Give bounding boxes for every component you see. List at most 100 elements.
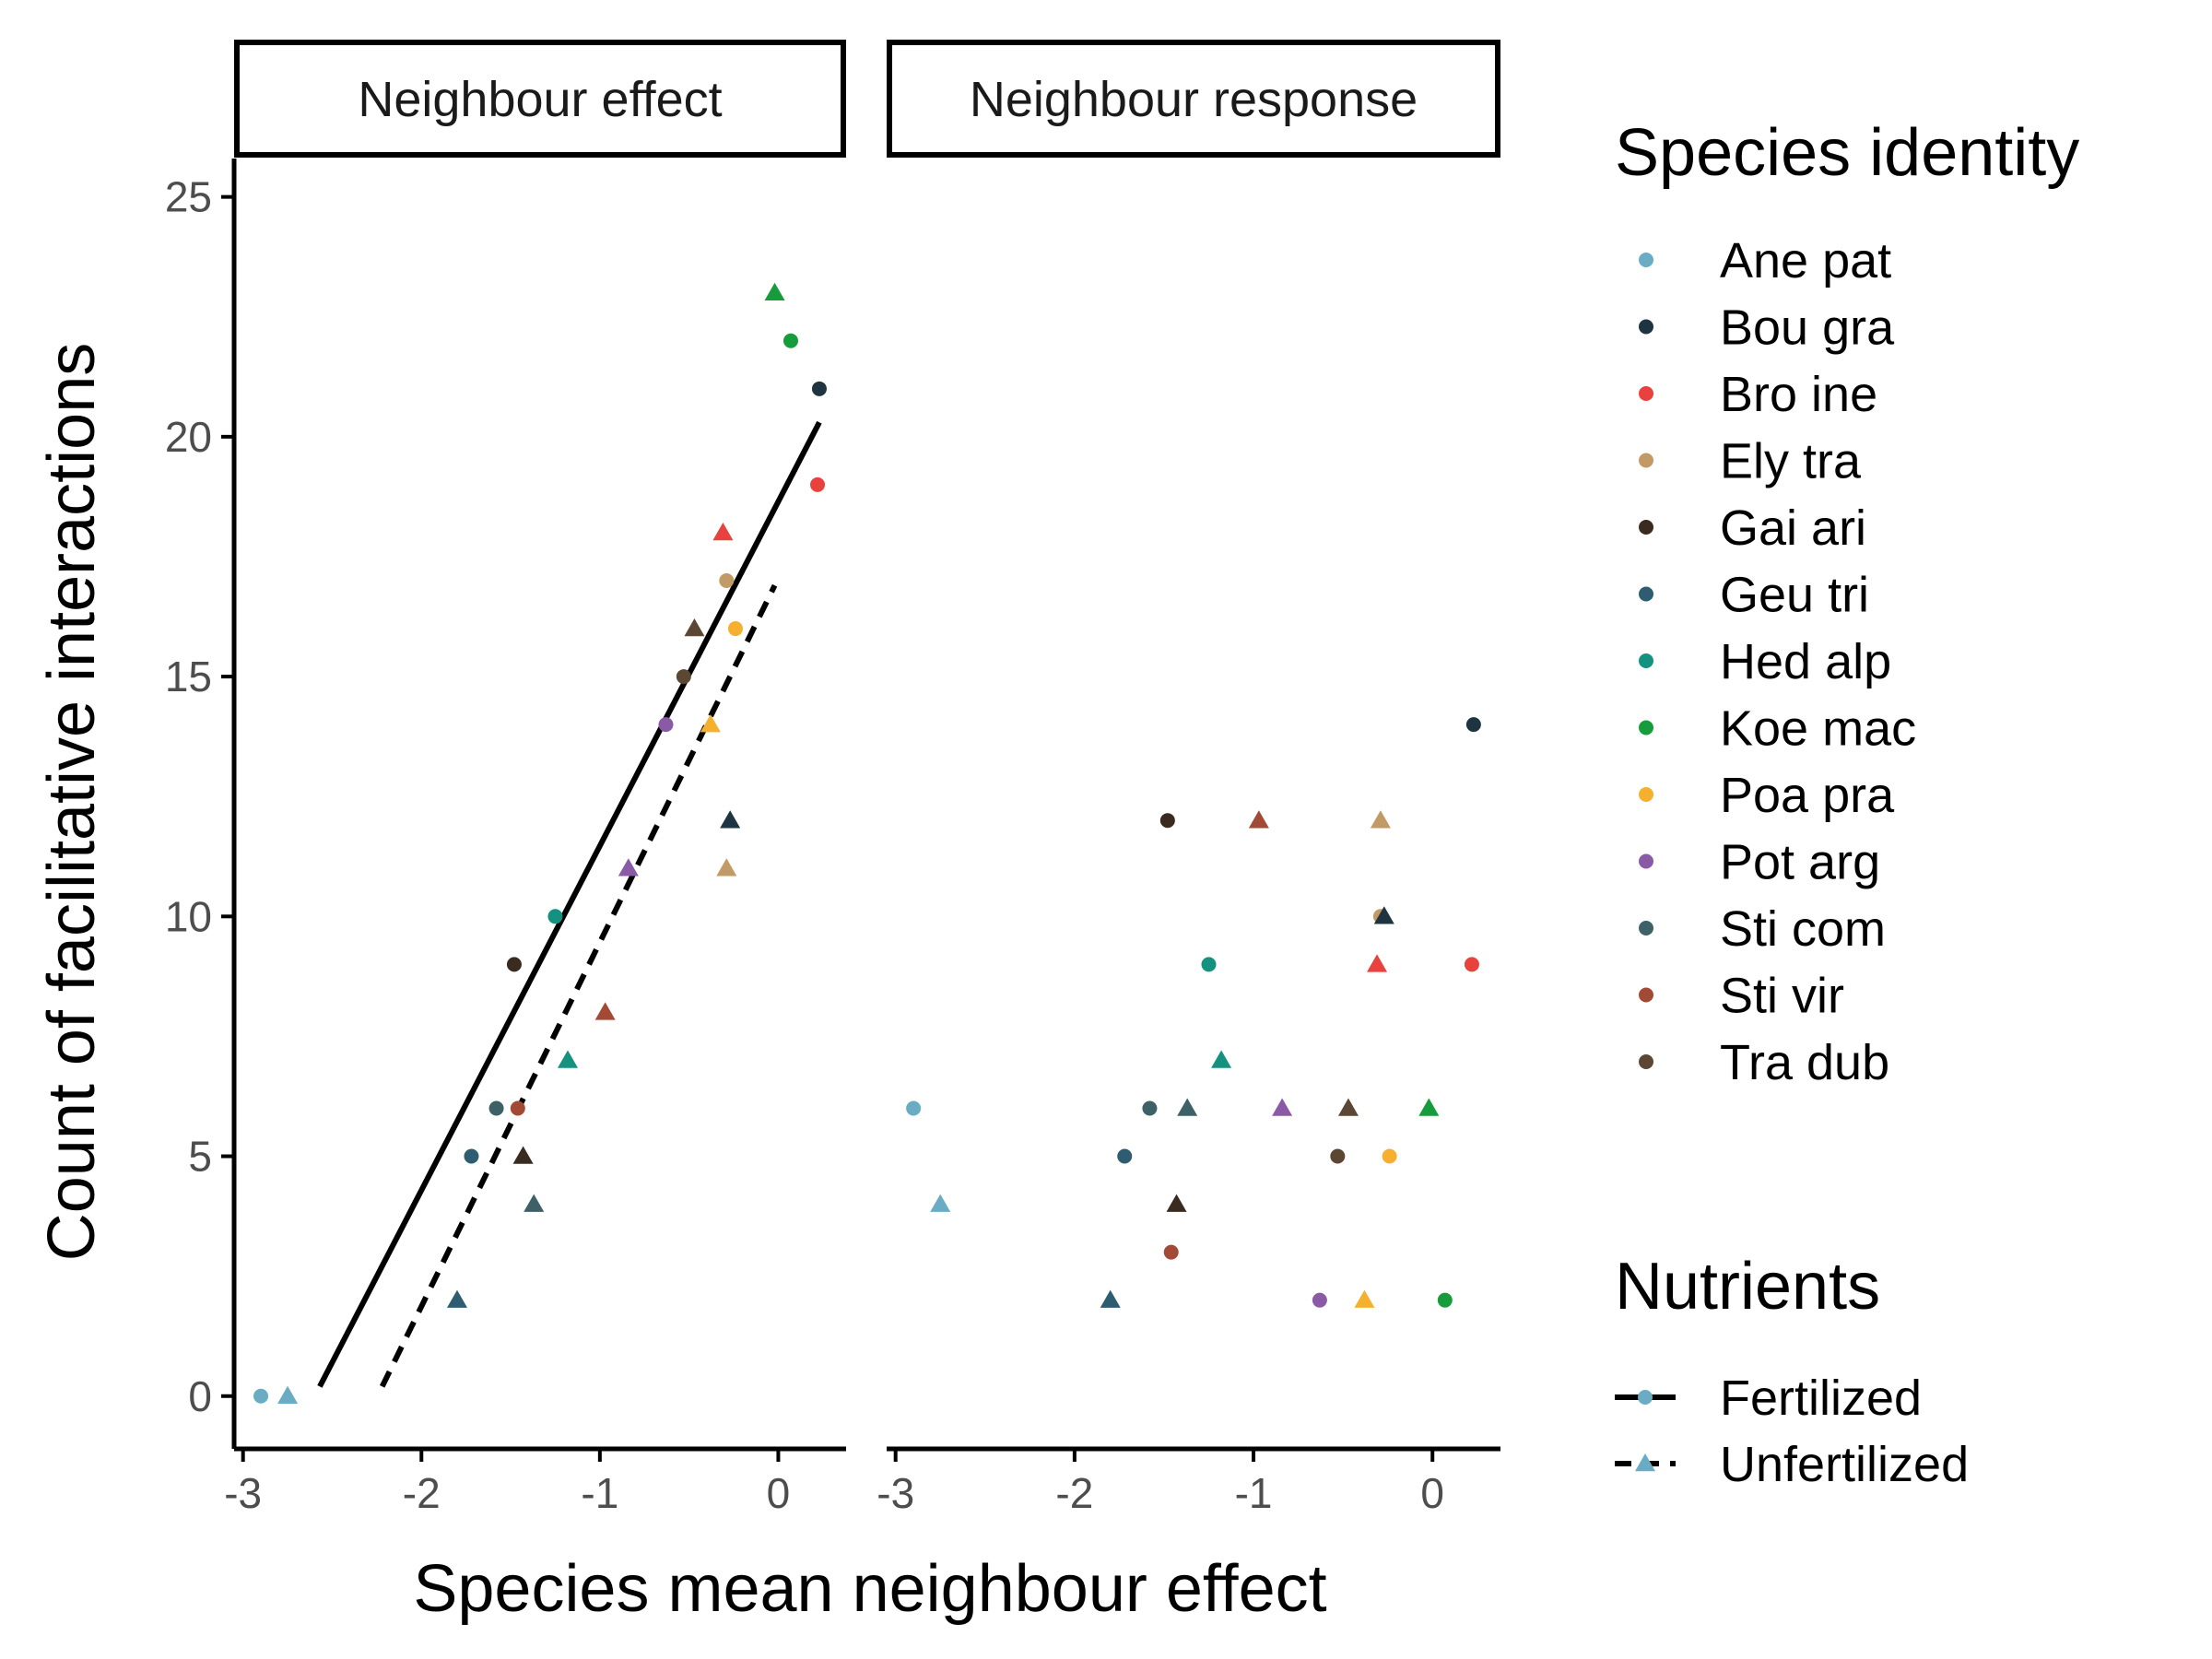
legend-label-bro-ine: Bro ine xyxy=(1720,367,1877,422)
x-axis-title: Species mean neighbour effect xyxy=(413,1552,1326,1626)
point-neighbour-response-sti-vir-fertilized xyxy=(1163,1244,1179,1260)
point-neighbour-response-ely-tra-unfertilized xyxy=(1370,810,1391,829)
point-neighbour-effect-pot-arg-unfertilized xyxy=(618,858,639,877)
point-neighbour-effect-geu-tri-fertilized xyxy=(464,1148,479,1164)
y-tick-label-0: 0 xyxy=(188,1372,212,1420)
trend-line-unfertilized xyxy=(379,583,778,1388)
point-neighbour-effect-pot-arg-fertilized xyxy=(658,717,674,733)
point-neighbour-effect-bou-gra-fertilized xyxy=(811,381,827,396)
legend-label-sti-vir: Sti vir xyxy=(1720,969,1844,1024)
legend-label-gai-ari: Gai ari xyxy=(1720,500,1866,556)
point-neighbour-response-ane-pat-fertilized xyxy=(906,1100,922,1116)
legend-key-poa-pra xyxy=(1639,787,1653,802)
legend-key-hed-alp xyxy=(1639,653,1653,668)
trend-line-fertilized xyxy=(317,420,822,1388)
legend-key-sti-vir xyxy=(1639,987,1653,1003)
point-neighbour-response-hed-alp-fertilized xyxy=(1201,957,1217,972)
x-tick-label-neighbour-effect-0: 0 xyxy=(767,1469,791,1517)
legend-title-nutrients: Nutrients xyxy=(1615,1250,1880,1324)
legend-shape-unfertilized xyxy=(1635,1453,1655,1472)
point-neighbour-effect-koe-mac-fertilized xyxy=(782,333,798,348)
legend-label-bou-gra: Bou gra xyxy=(1720,300,1895,356)
panel-neighbour-response: Neighbour response -3 -2 -1 0 xyxy=(877,40,1500,1517)
point-neighbour-response-koe-mac-unfertilized xyxy=(1418,1098,1440,1116)
point-neighbour-effect-koe-mac-unfertilized xyxy=(764,282,785,300)
x-tick-label-neighbour-response-3: -3 xyxy=(877,1469,914,1517)
point-neighbour-response-bro-ine-unfertilized xyxy=(1367,954,1388,972)
point-neighbour-effect-ane-pat-unfertilized xyxy=(277,1385,299,1405)
legend-shape-fertilized xyxy=(1638,1390,1653,1405)
point-neighbour-response-tra-dub-fertilized xyxy=(1330,1148,1346,1164)
legend-key-gai-ari xyxy=(1639,520,1653,535)
y-tick-label-20: 20 xyxy=(165,413,212,461)
point-neighbour-response-poa-pra-fertilized xyxy=(1382,1148,1397,1164)
point-neighbour-response-sti-com-fertilized xyxy=(1142,1100,1158,1116)
legend-key-sti-com xyxy=(1639,921,1653,935)
point-neighbour-effect-tra-dub-unfertilized xyxy=(684,618,705,637)
legend-nutrient-entries: Fertilized Unfertilized xyxy=(1615,1371,1969,1492)
point-neighbour-effect-sti-com-unfertilized xyxy=(524,1194,545,1212)
legend-label-pot-arg: Pot arg xyxy=(1720,835,1880,890)
x-tick-label-neighbour-effect-1: -1 xyxy=(581,1469,618,1517)
legend-key-koe-mac xyxy=(1639,720,1653,735)
legend-label-fertilized: Fertilized xyxy=(1720,1371,1922,1426)
legend-label-unfertilized: Unfertilized xyxy=(1720,1437,1969,1492)
point-neighbour-response-geu-tri-unfertilized xyxy=(1100,1289,1121,1308)
point-neighbour-effect-poa-pra-fertilized xyxy=(727,621,743,637)
point-neighbour-effect-gai-ari-unfertilized xyxy=(512,1146,534,1164)
y-tick-label-15: 15 xyxy=(165,653,212,700)
point-neighbour-effect-bro-ine-unfertilized xyxy=(712,522,734,541)
point-neighbour-response-hed-alp-unfertilized xyxy=(1211,1050,1232,1068)
point-neighbour-effect-ely-tra-fertilized xyxy=(719,572,735,588)
point-neighbour-effect-geu-tri-unfertilized xyxy=(446,1289,467,1308)
point-neighbour-effect-sti-vir-unfertilized xyxy=(594,1002,616,1020)
strip-label-neighbour-response: Neighbour response xyxy=(970,72,1418,127)
point-neighbour-response-sti-com-unfertilized xyxy=(1177,1098,1198,1116)
point-neighbour-effect-hed-alp-unfertilized xyxy=(558,1050,579,1068)
legend-label-koe-mac: Koe mac xyxy=(1720,701,1916,757)
legend-title-species: Species identity xyxy=(1615,116,2079,190)
point-neighbour-response-bro-ine-fertilized xyxy=(1464,957,1479,972)
strip-box-neighbour-response xyxy=(887,40,1500,158)
point-neighbour-effect-tra-dub-fertilized xyxy=(676,669,691,685)
y-tick-label-5: 5 xyxy=(188,1133,212,1181)
legend-label-poa-pra: Poa pra xyxy=(1720,768,1895,823)
x-tick-label-neighbour-response-2: -2 xyxy=(1055,1469,1093,1517)
legend-label-ely-tra: Ely tra xyxy=(1720,434,1862,489)
point-neighbour-response-bou-gra-fertilized xyxy=(1465,717,1481,733)
legend-key-tra-dub xyxy=(1639,1054,1653,1069)
y-tick-label-25: 25 xyxy=(165,173,212,221)
legend-key-ely-tra xyxy=(1639,453,1653,468)
point-neighbour-effect-gai-ari-fertilized xyxy=(506,957,522,972)
y-axis-title: Count of facilitative interactions xyxy=(35,343,109,1262)
point-neighbour-response-poa-pra-unfertilized xyxy=(1354,1289,1375,1308)
point-neighbour-effect-bou-gra-unfertilized xyxy=(720,810,741,829)
legend-label-sti-com: Sti com xyxy=(1720,901,1886,957)
x-tick-label-neighbour-effect-2: -2 xyxy=(403,1469,441,1517)
legend-species-entries: Ane pat Bou gra Bro ine Ely tra Gai ari Geu t… xyxy=(1639,233,1916,1090)
legend-key-ane-pat xyxy=(1639,253,1653,267)
point-neighbour-effect-poa-pra-unfertilized xyxy=(700,714,721,733)
point-neighbour-response-pot-arg-unfertilized xyxy=(1272,1098,1293,1116)
point-neighbour-response-ane-pat-unfertilized xyxy=(930,1194,951,1212)
x-tick-label-neighbour-response-0: 0 xyxy=(1420,1469,1444,1517)
point-neighbour-response-pot-arg-fertilized xyxy=(1312,1292,1327,1308)
point-neighbour-response-geu-tri-fertilized xyxy=(1117,1148,1133,1164)
point-neighbour-response-bou-gra-unfertilized xyxy=(1373,906,1394,924)
point-neighbour-effect-bro-ine-fertilized xyxy=(810,477,826,492)
legend-label-ane-pat: Ane pat xyxy=(1720,233,1891,288)
point-neighbour-response-gai-ari-fertilized xyxy=(1159,813,1175,829)
legend-label-geu-tri: Geu tri xyxy=(1720,568,1869,623)
y-tick-label-10: 10 xyxy=(165,892,212,940)
legend-key-geu-tri xyxy=(1639,586,1653,602)
point-neighbour-effect-hed-alp-fertilized xyxy=(547,909,563,924)
legend-key-bro-ine xyxy=(1639,386,1653,401)
point-neighbour-response-sti-vir-unfertilized xyxy=(1248,810,1269,829)
panel-neighbour-effect: Neighbour effect 0 5 10 15 20 25 -3 -2 -1 0 xyxy=(165,40,846,1517)
legend-key-bou-gra xyxy=(1639,319,1653,335)
point-neighbour-effect-ely-tra-unfertilized xyxy=(716,858,737,877)
point-neighbour-effect-sti-vir-fertilized xyxy=(510,1100,525,1116)
